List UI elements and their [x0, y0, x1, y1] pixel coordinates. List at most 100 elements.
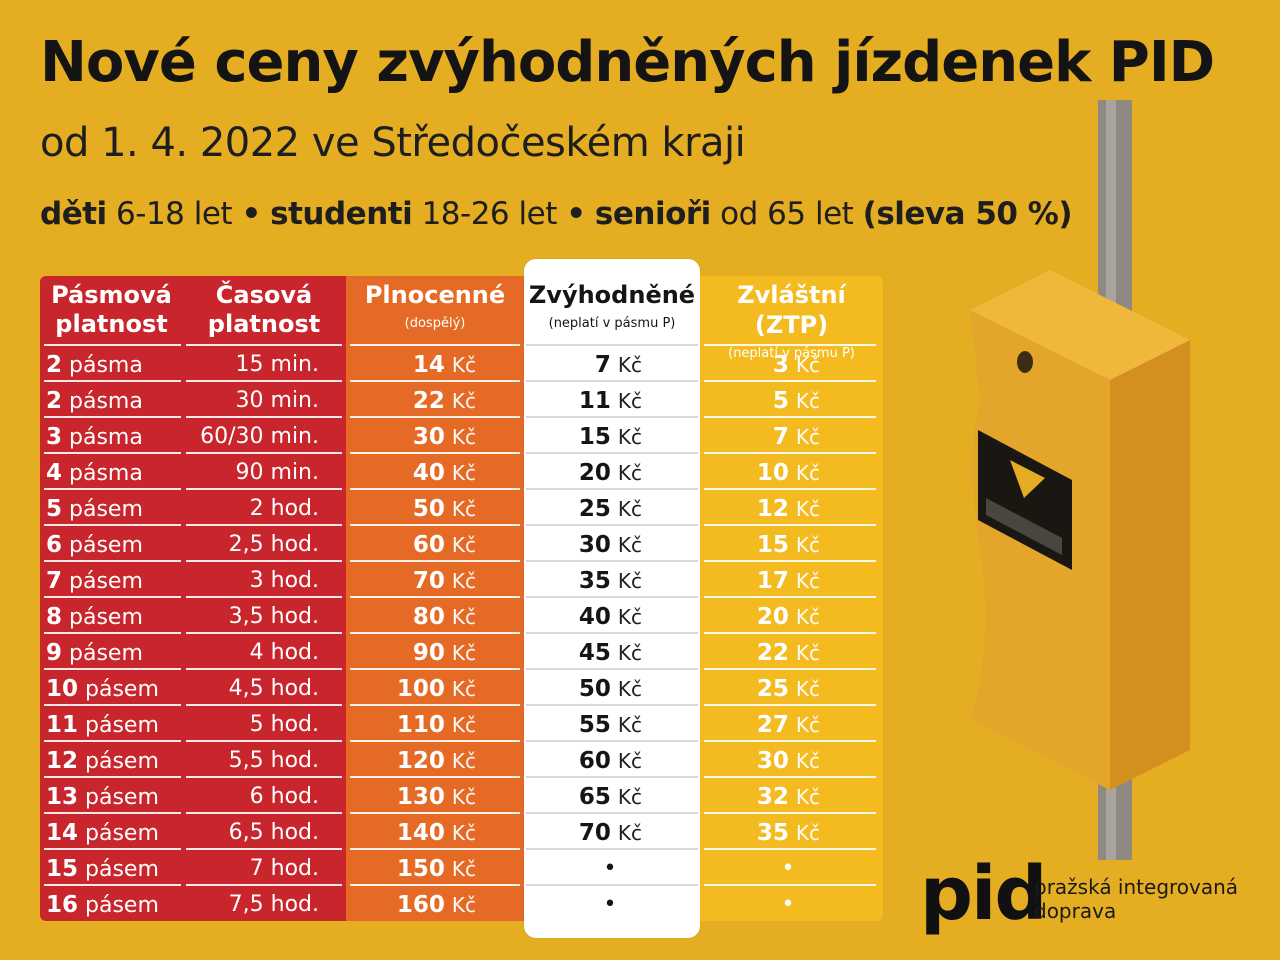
row-separator [704, 560, 876, 562]
reduced-price-cell: 65 Kč [528, 778, 642, 812]
time-cell: 6,5 hod. [187, 814, 319, 848]
full-price-cell: 130 Kč [350, 778, 476, 812]
currency-label: Kč [617, 641, 642, 665]
reduced-price-cell: 11 Kč [528, 382, 642, 416]
table-row: 4 pásma 90 min. 40 Kč 20 Kč 10 Kč [44, 454, 878, 488]
header-reduced: Zvýhodněné (neplatí v pásmu P) [524, 280, 700, 334]
ztp-price-value: 5 [772, 388, 789, 414]
ztp-price-cell: 7 Kč [704, 418, 820, 452]
full-price-value: 130 [396, 784, 445, 810]
currency-label: Kč [617, 389, 642, 413]
zone-word: pásma [69, 425, 143, 450]
row-separator [186, 704, 342, 706]
currency-label: Kč [795, 821, 820, 845]
full-price-value: 160 [396, 892, 445, 918]
currency-label: Kč [451, 893, 476, 917]
currency-label: Kč [617, 605, 642, 629]
zone-count: 10 [46, 676, 79, 702]
currency-label: Kč [451, 497, 476, 521]
tagline-line-1: pražská integrovaná [1034, 875, 1239, 899]
row-separator [704, 884, 876, 886]
zone-word: pásem [69, 641, 143, 666]
row-separator [704, 452, 876, 454]
row-separator [350, 524, 520, 526]
reduced-price-value: 7 [594, 352, 611, 378]
full-price-cell: 50 Kč [350, 490, 476, 524]
full-price-value: 110 [396, 712, 445, 738]
full-price-cell: 140 Kč [350, 814, 476, 848]
table-row: 10 pásem 4,5 hod. 100 Kč 50 Kč 25 Kč [44, 670, 878, 704]
time-cell: 7 hod. [187, 850, 319, 884]
table-row: 11 pásem 5 hod. 110 Kč 55 Kč 27 Kč [44, 706, 878, 740]
zone-word: pásma [69, 461, 143, 486]
currency-label: Kč [451, 821, 476, 845]
header-reduced-label: Zvýhodněné [528, 281, 696, 309]
zone-word: pásem [69, 533, 143, 558]
bullet-separator: • [241, 196, 261, 232]
zone-word: pásem [69, 497, 143, 522]
kids-label: děti [40, 196, 107, 232]
row-separator [44, 596, 181, 598]
row-separator [44, 740, 181, 742]
row-separator [526, 812, 698, 814]
ztp-price-value: 27 [756, 712, 789, 738]
full-price-value: 80 [412, 604, 445, 630]
zone-count: 2 [46, 352, 63, 378]
row-separator [704, 704, 876, 706]
discount-note: (sleva 50 %) [862, 196, 1073, 232]
students-range: 18-26 let [421, 196, 558, 232]
row-separator [186, 560, 342, 562]
time-cell: 4 hod. [187, 634, 319, 668]
no-price-dot: • [781, 892, 795, 917]
currency-label: Kč [795, 569, 820, 593]
zone-count: 4 [46, 460, 63, 486]
zone-cell: 7 pásem [46, 562, 143, 596]
reduced-price-cell: • [560, 850, 660, 884]
ztp-price-value: 3 [772, 352, 789, 378]
row-separator [350, 488, 520, 490]
row-separator [704, 416, 876, 418]
row-separator [704, 776, 876, 778]
currency-label: Kč [451, 461, 476, 485]
currency-label: Kč [617, 821, 642, 845]
zone-cell: 14 pásem [46, 814, 159, 848]
row-separator [350, 452, 520, 454]
zone-count: 15 [46, 856, 79, 882]
currency-label: Kč [617, 569, 642, 593]
table-row: 13 pásem 6 hod. 130 Kč 65 Kč 32 Kč [44, 778, 878, 812]
reduced-price-cell: 60 Kč [528, 742, 642, 776]
full-price-value: 70 [412, 568, 445, 594]
row-separator [186, 848, 342, 850]
zone-cell: 5 pásem [46, 490, 143, 524]
currency-label: Kč [617, 461, 642, 485]
ztp-price-cell: 27 Kč [704, 706, 820, 740]
ztp-price-cell: 5 Kč [704, 382, 820, 416]
seniors-label: senioři [594, 196, 711, 232]
currency-label: Kč [617, 677, 642, 701]
row-separator [526, 596, 698, 598]
header-time: Časová platnost [207, 281, 321, 338]
page-subtitle: od 1. 4. 2022 ve Středočeském kraji [40, 120, 746, 166]
no-price-dot: • [781, 856, 795, 881]
ztp-price-value: 35 [756, 820, 789, 846]
zone-word: pásem [85, 713, 159, 738]
reduced-price-cell: • [560, 886, 660, 920]
row-separator [704, 524, 876, 526]
reduced-price-value: 45 [578, 640, 611, 666]
time-value: 7,5 hod. [228, 892, 319, 917]
currency-label: Kč [617, 497, 642, 521]
row-separator [350, 344, 520, 346]
ztp-price-cell: 20 Kč [704, 598, 820, 632]
full-price-value: 60 [412, 532, 445, 558]
currency-label: Kč [617, 353, 642, 377]
row-separator [44, 416, 181, 418]
zone-cell: 2 pásma [46, 382, 143, 416]
row-separator [186, 596, 342, 598]
zone-word: pásem [85, 857, 159, 882]
zone-cell: 2 pásma [46, 346, 143, 380]
bullet-separator: • [566, 196, 586, 232]
full-price-cell: 150 Kč [350, 850, 476, 884]
zone-word: pásem [85, 749, 159, 774]
currency-label: Kč [451, 569, 476, 593]
row-separator [186, 416, 342, 418]
